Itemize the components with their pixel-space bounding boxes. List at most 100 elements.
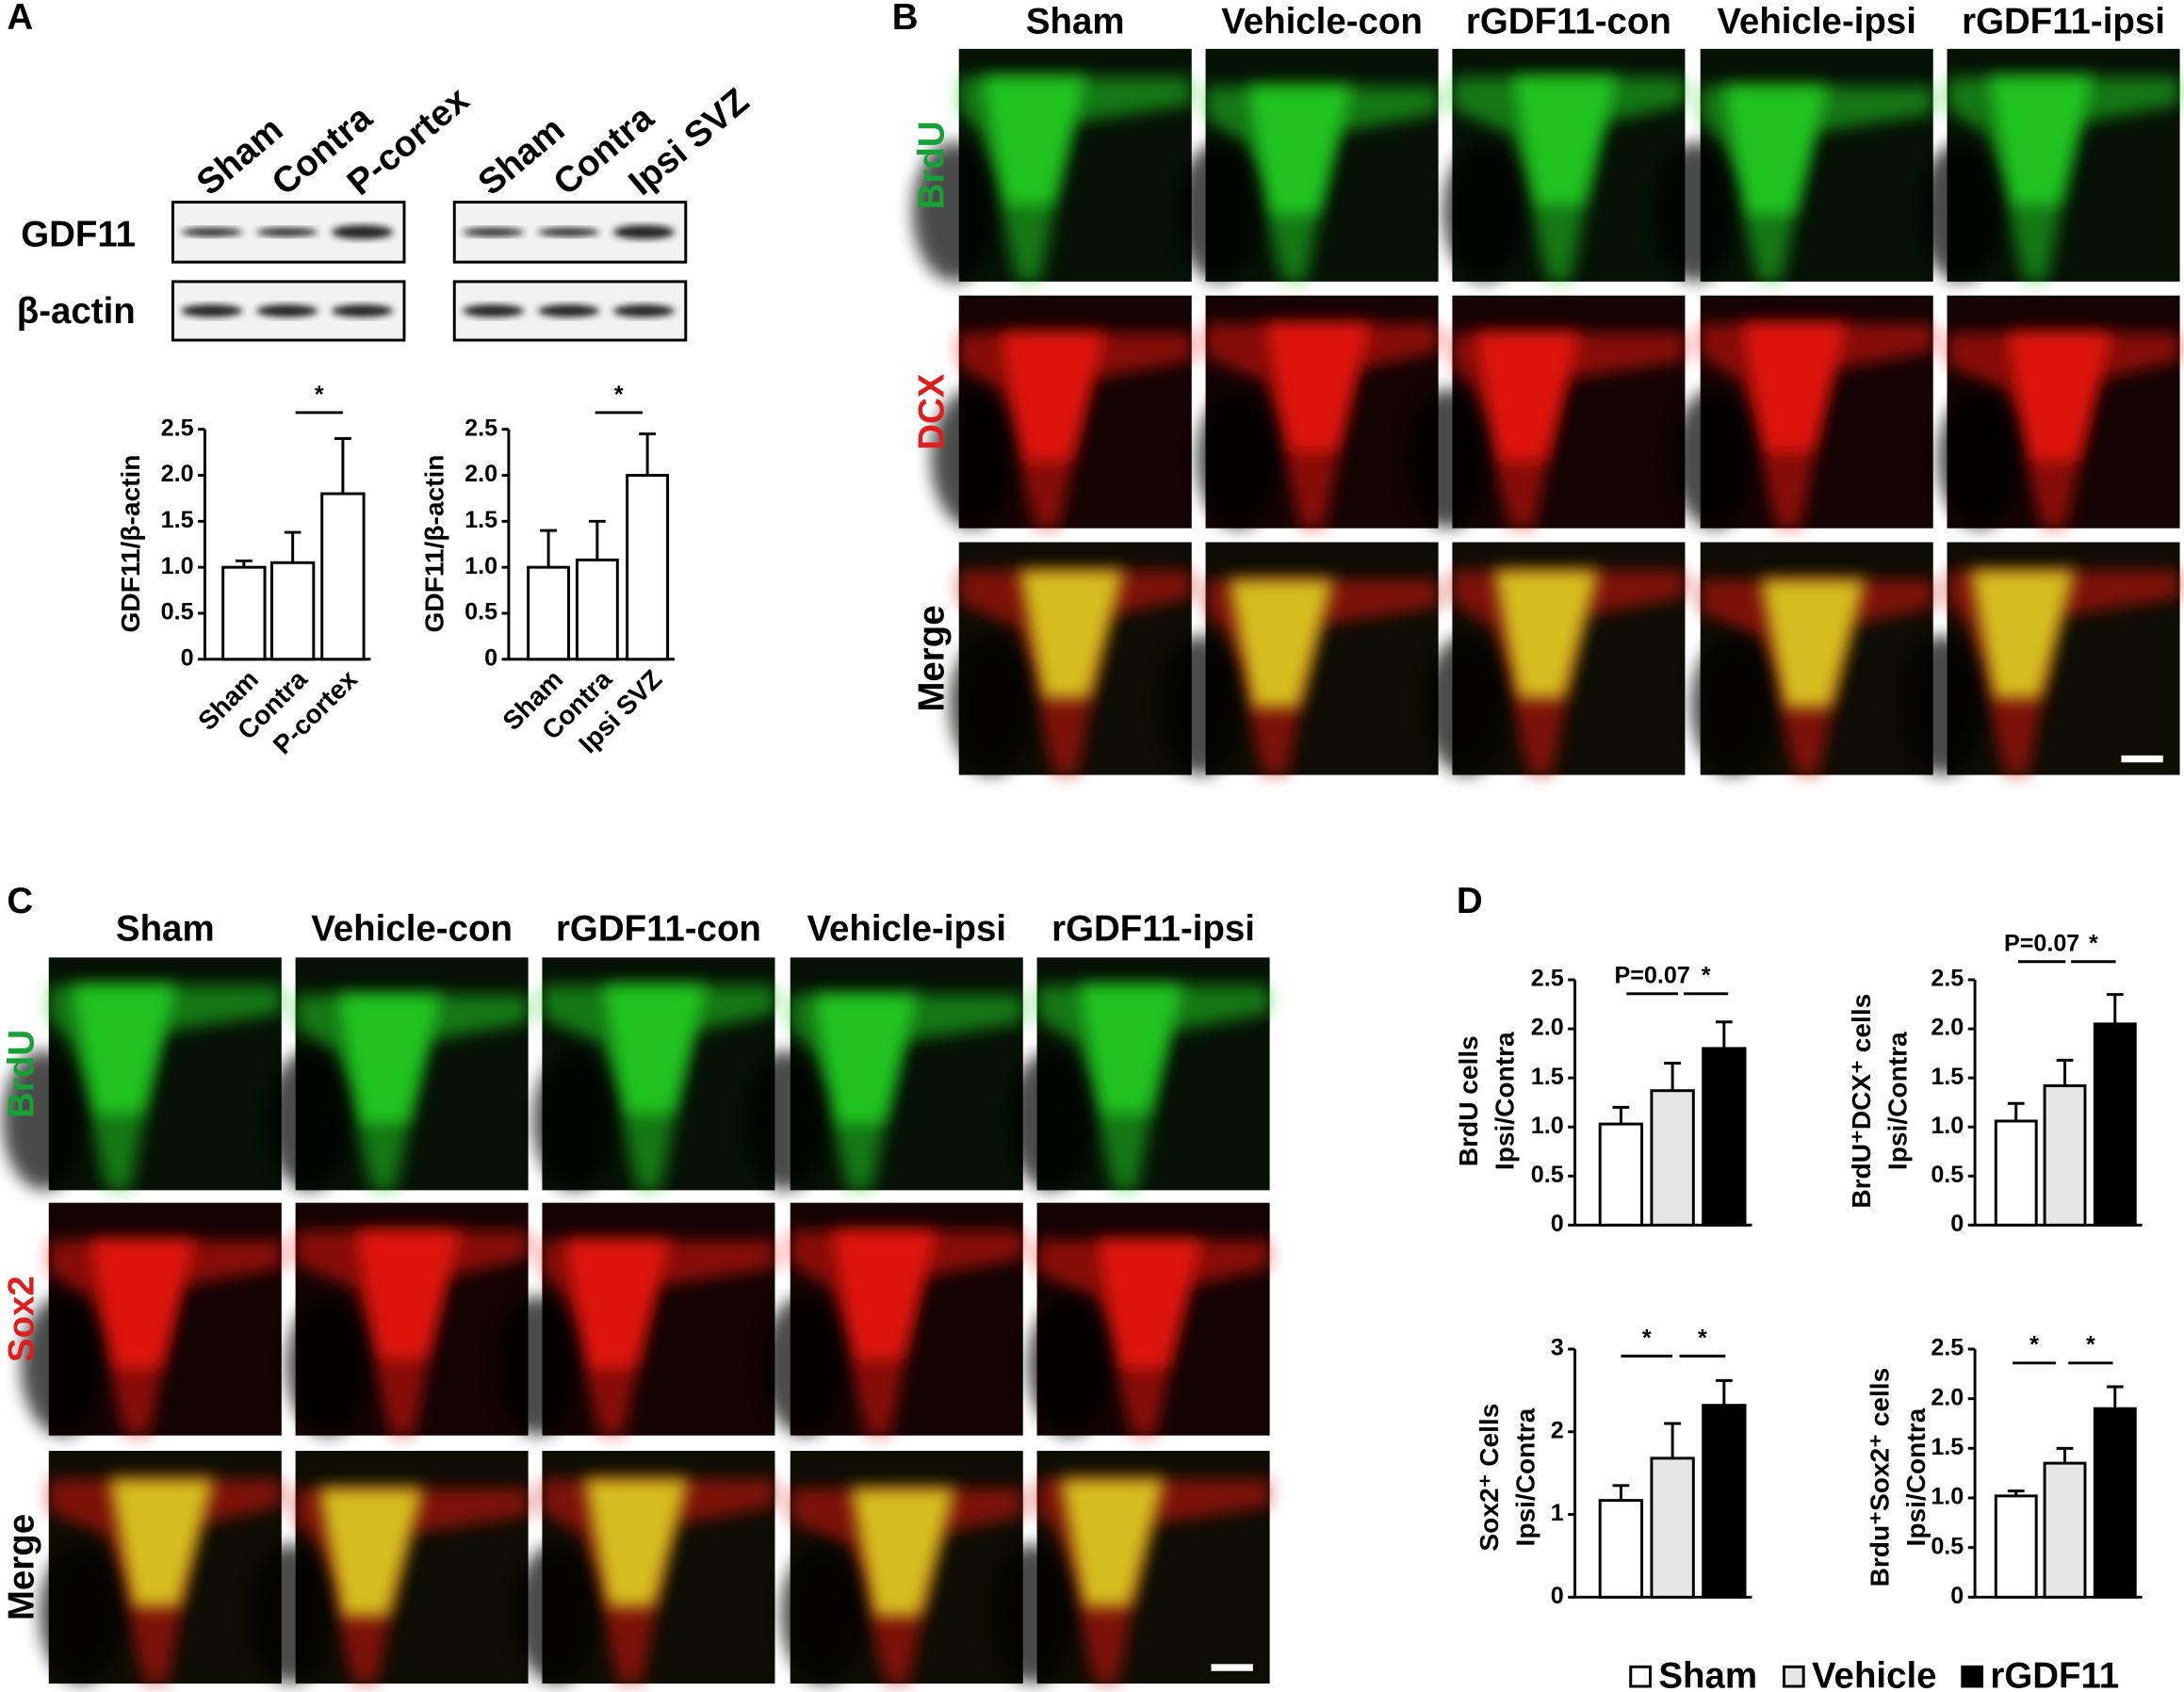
signal — [1060, 1478, 1165, 1607]
panel-label: D — [1457, 881, 1483, 921]
column-header: Vehicle-ipsi — [1717, 1, 1916, 41]
ventricle — [949, 635, 1034, 775]
ventricle — [532, 1050, 617, 1191]
micrograph — [931, 295, 1192, 529]
error-bar — [540, 529, 557, 568]
micrograph — [1654, 48, 1933, 282]
micrograph — [1177, 48, 1439, 282]
legend-label: Vehicle — [1812, 1655, 1937, 1692]
column-header: Sham — [1026, 1, 1125, 41]
y-tick-label: 0 — [1551, 1583, 1564, 1609]
y-tick-label: 3 — [1551, 1335, 1564, 1361]
micrograph — [21, 1202, 282, 1436]
micrograph — [1937, 295, 2180, 529]
ventricle — [249, 1543, 334, 1684]
micrograph — [1690, 542, 1933, 775]
row-label: Merge — [911, 605, 952, 711]
signal — [1019, 570, 1125, 699]
significance-label: * — [315, 382, 324, 408]
blot-band — [256, 304, 318, 317]
signal — [850, 1488, 956, 1617]
signal — [1493, 570, 1600, 699]
y-axis-label: BrdU⁺DCX⁺ cells — [1847, 994, 1876, 1209]
column-header: rGDF11-con — [556, 908, 761, 949]
y-tick-label: 0.5 — [161, 599, 194, 626]
bar — [2043, 1084, 2087, 1227]
y-tick-label: 2 — [1551, 1417, 1564, 1443]
scale-bar — [2121, 755, 2163, 763]
y-tick-label: 2.0 — [161, 461, 194, 487]
signal — [1097, 1240, 1202, 1369]
y-tick-label: 0 — [1950, 1211, 1964, 1237]
significance-label: * — [614, 382, 624, 408]
bar — [1702, 1404, 1747, 1599]
y-tick-label: 2.5 — [465, 415, 497, 441]
y-tick-label: 2.5 — [1931, 966, 1964, 992]
ventricle — [1918, 141, 2003, 282]
ventricle — [1672, 388, 1756, 529]
significance-label: * — [2086, 1332, 2095, 1358]
scale-bar — [1211, 1664, 1253, 1671]
significance-label: * — [1702, 963, 1711, 989]
y-tick-label: 1.5 — [1931, 1434, 1964, 1460]
signal — [1970, 570, 2076, 699]
row-label: Merge — [1, 1514, 41, 1620]
signal — [982, 76, 1087, 205]
y-tick-label: 2.0 — [465, 461, 497, 487]
row-label: Sox2 — [1, 1276, 41, 1362]
blot-row-label: β-actin — [17, 291, 136, 332]
significance-label: * — [2029, 1332, 2039, 1358]
legend-swatch — [1782, 1665, 1805, 1688]
bar — [527, 565, 571, 661]
signal — [1229, 579, 1334, 708]
panel-label: C — [7, 881, 33, 921]
error-bar — [1612, 1105, 1630, 1125]
y-tick-label: 2.5 — [1931, 1335, 1964, 1361]
y-tick-label: 1.5 — [465, 507, 497, 533]
bar — [2093, 1022, 2137, 1227]
y-tick-label: 2.0 — [1931, 1384, 1964, 1410]
blot-band — [181, 304, 243, 317]
bar — [575, 558, 619, 661]
y-tick-label: 1.0 — [1931, 1113, 1964, 1139]
y-tick-label: 2.0 — [1531, 1015, 1564, 1041]
column-header: Vehicle-ipsi — [807, 908, 1006, 949]
column-header: rGDF11-con — [1466, 1, 1671, 41]
bar — [2043, 1461, 2087, 1599]
signal — [1723, 86, 1829, 215]
significance-label: P=0.07 — [2004, 931, 2079, 957]
row-label: BrdU — [1, 1030, 41, 1118]
y-tick-label: 1.5 — [1931, 1064, 1964, 1090]
y-tick-label: 0 — [1950, 1583, 1964, 1609]
error-bar — [2007, 1101, 2025, 1121]
ventricle — [990, 1543, 1075, 1684]
y-axis-label: Brdu⁺Sox2⁺ cells — [1865, 1368, 1894, 1587]
signal — [1001, 333, 1106, 462]
bar — [1702, 1047, 1747, 1227]
micrograph — [532, 957, 775, 1191]
legend-label: Sham — [1658, 1655, 1757, 1692]
bar — [1650, 1456, 1695, 1599]
column-header: Sham — [116, 908, 215, 949]
error-bar — [1715, 1020, 1733, 1049]
bar — [2093, 1407, 2137, 1599]
bar — [1650, 1089, 1695, 1227]
y-tick-label: 2.5 — [1531, 966, 1564, 992]
error-bar — [1664, 1062, 1681, 1091]
column-header: rGDF11-ipsi — [1051, 908, 1255, 949]
signal — [583, 1478, 690, 1607]
y-tick-label: 2.5 — [161, 415, 194, 441]
y-tick-label: 2.0 — [1931, 1015, 1964, 1041]
y-tick-label: 0.5 — [1531, 1162, 1564, 1188]
micrograph — [249, 1450, 529, 1684]
y-axis-label: Sox2⁺ Cells — [1475, 1404, 1504, 1552]
signal — [813, 994, 919, 1123]
y-tick-label: 1.0 — [1931, 1484, 1964, 1510]
ventricle — [1937, 388, 2022, 529]
y-axis-label: Ipsi/Contra — [1511, 1407, 1540, 1546]
blot-band — [332, 224, 394, 239]
signal — [1760, 579, 1866, 708]
blot-band — [537, 227, 600, 236]
y-tick-label: 1 — [1551, 1500, 1564, 1526]
